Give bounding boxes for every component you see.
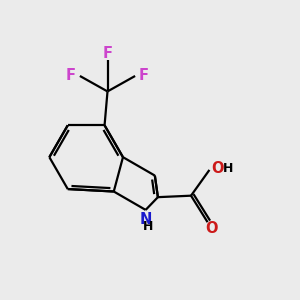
Text: F: F bbox=[66, 68, 76, 83]
Text: H: H bbox=[143, 220, 153, 233]
Text: O: O bbox=[206, 221, 218, 236]
Text: H: H bbox=[223, 162, 233, 175]
Text: F: F bbox=[139, 68, 149, 83]
Text: F: F bbox=[103, 46, 112, 61]
Text: N: N bbox=[140, 212, 152, 227]
Text: O: O bbox=[212, 161, 224, 176]
